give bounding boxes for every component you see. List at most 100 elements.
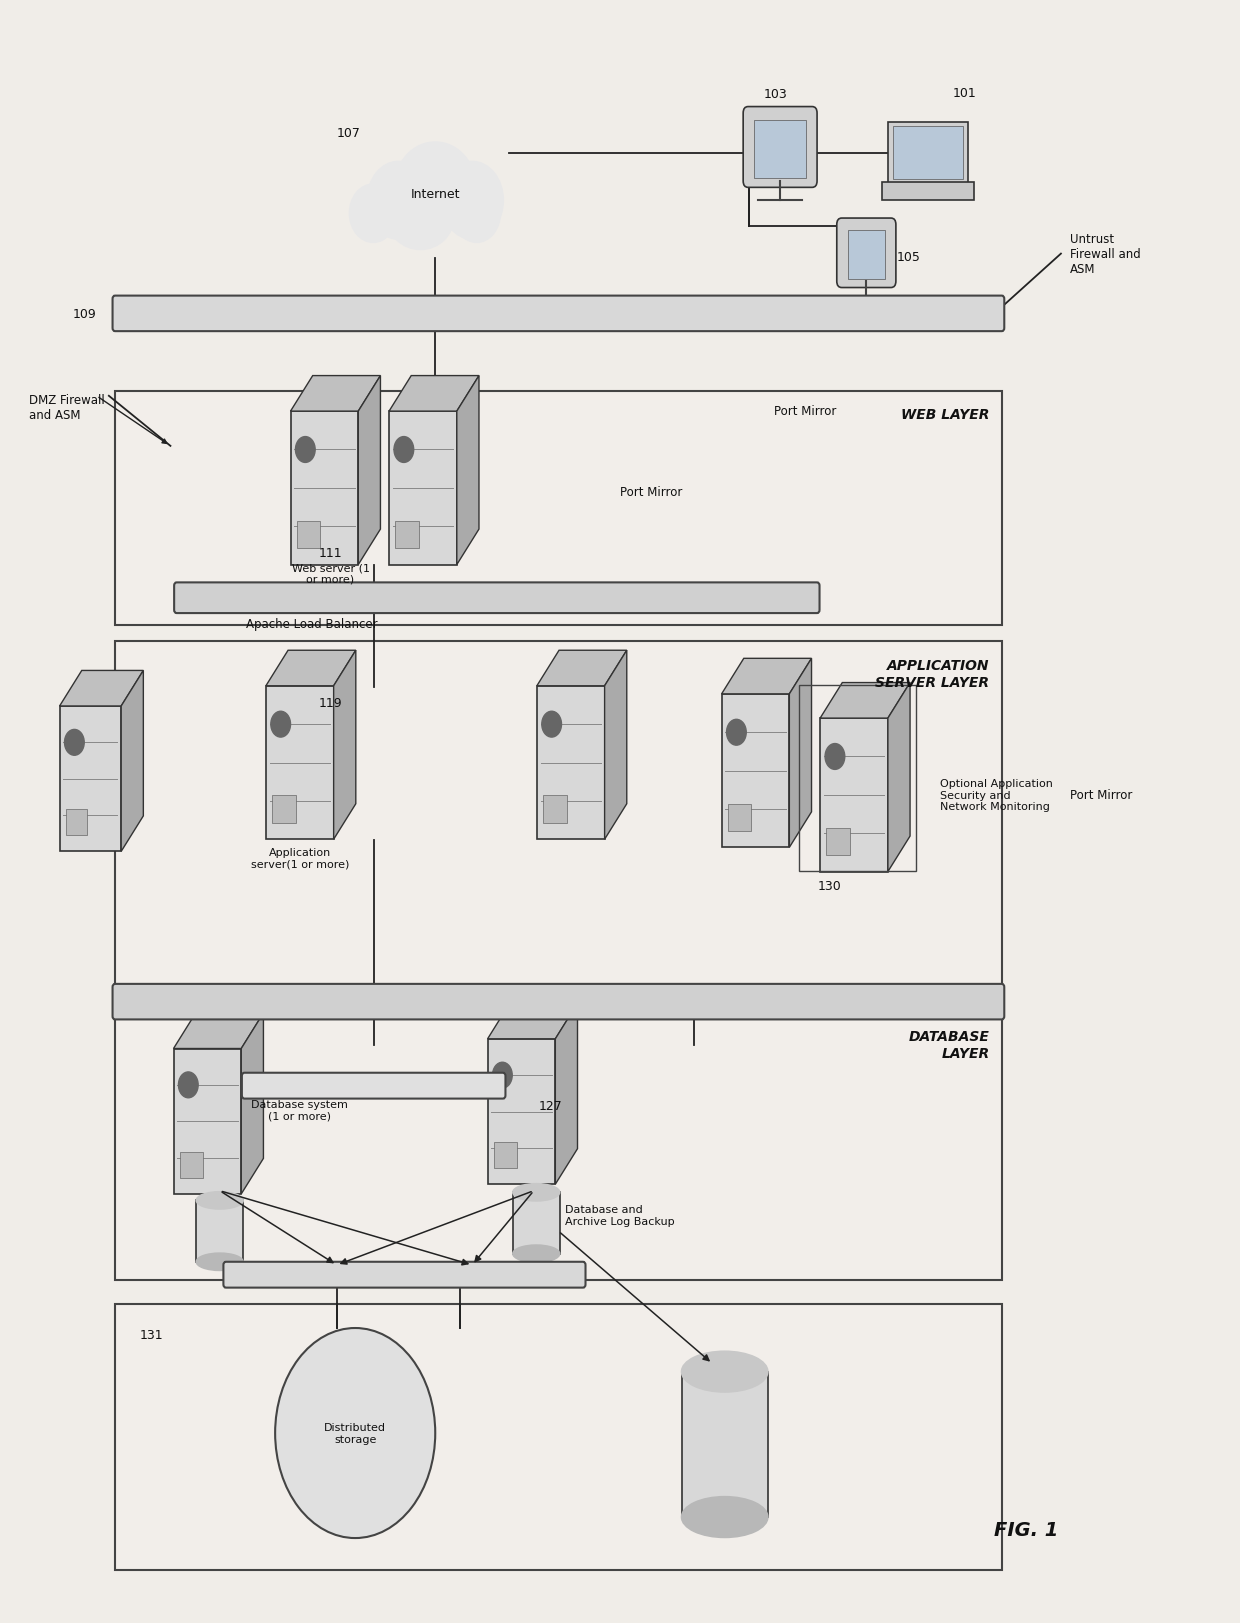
Text: Internet: Internet	[410, 188, 460, 201]
Polygon shape	[358, 377, 381, 565]
FancyBboxPatch shape	[743, 107, 817, 188]
Text: Web server (1
or more): Web server (1 or more)	[291, 563, 370, 584]
FancyBboxPatch shape	[290, 412, 358, 565]
FancyBboxPatch shape	[115, 643, 1002, 997]
Circle shape	[394, 437, 414, 463]
FancyBboxPatch shape	[296, 521, 320, 549]
FancyBboxPatch shape	[728, 803, 751, 831]
Text: Port Mirror: Port Mirror	[1070, 789, 1132, 802]
FancyBboxPatch shape	[272, 795, 296, 823]
FancyBboxPatch shape	[113, 984, 1004, 1019]
FancyBboxPatch shape	[513, 1193, 559, 1255]
Polygon shape	[122, 670, 144, 852]
FancyBboxPatch shape	[60, 706, 122, 852]
FancyBboxPatch shape	[722, 695, 790, 847]
FancyBboxPatch shape	[180, 1152, 203, 1178]
FancyBboxPatch shape	[837, 219, 895, 289]
Text: Application
server(1 or more): Application server(1 or more)	[250, 847, 348, 868]
Ellipse shape	[513, 1245, 559, 1263]
FancyBboxPatch shape	[754, 120, 806, 179]
Polygon shape	[722, 659, 811, 695]
Text: Port Mirror: Port Mirror	[774, 404, 836, 417]
FancyBboxPatch shape	[487, 1039, 556, 1185]
FancyBboxPatch shape	[396, 521, 419, 549]
Text: DATABASE
LAYER: DATABASE LAYER	[909, 1029, 990, 1061]
Polygon shape	[605, 651, 626, 839]
FancyBboxPatch shape	[196, 1201, 243, 1263]
Circle shape	[295, 437, 315, 463]
Circle shape	[275, 1328, 435, 1539]
FancyBboxPatch shape	[242, 1073, 506, 1099]
Text: Untrust
Firewall and
ASM: Untrust Firewall and ASM	[1070, 234, 1141, 276]
Ellipse shape	[513, 1183, 559, 1201]
Text: 111: 111	[319, 547, 342, 560]
FancyBboxPatch shape	[174, 583, 820, 613]
Ellipse shape	[350, 185, 397, 243]
Polygon shape	[456, 377, 479, 565]
FancyBboxPatch shape	[115, 1303, 1002, 1571]
Polygon shape	[487, 1003, 578, 1039]
Text: 130: 130	[817, 880, 841, 893]
Circle shape	[542, 712, 562, 737]
Polygon shape	[389, 377, 479, 412]
Polygon shape	[888, 683, 910, 872]
Ellipse shape	[196, 1191, 243, 1209]
Polygon shape	[334, 651, 356, 839]
Ellipse shape	[367, 162, 429, 240]
Ellipse shape	[453, 185, 500, 243]
FancyBboxPatch shape	[820, 719, 888, 872]
FancyBboxPatch shape	[265, 687, 334, 839]
FancyBboxPatch shape	[113, 297, 1004, 333]
Text: 103: 103	[764, 88, 787, 101]
Ellipse shape	[682, 1352, 768, 1393]
Polygon shape	[537, 651, 626, 687]
Ellipse shape	[196, 1253, 243, 1271]
FancyBboxPatch shape	[826, 828, 849, 855]
FancyBboxPatch shape	[494, 1143, 517, 1169]
FancyBboxPatch shape	[543, 795, 567, 823]
Text: DMZ Firewall
and ASM: DMZ Firewall and ASM	[29, 394, 104, 422]
Text: Port Mirror: Port Mirror	[620, 485, 682, 498]
Text: 109: 109	[73, 308, 97, 321]
Ellipse shape	[387, 185, 454, 250]
FancyBboxPatch shape	[882, 183, 975, 201]
FancyBboxPatch shape	[389, 412, 456, 565]
Ellipse shape	[394, 143, 476, 234]
Text: Database and
Archive Log Backup: Database and Archive Log Backup	[564, 1204, 675, 1225]
FancyBboxPatch shape	[115, 391, 1002, 626]
Text: 107: 107	[337, 127, 361, 140]
Polygon shape	[265, 651, 356, 687]
Polygon shape	[174, 1013, 263, 1048]
Text: Apache Load Balancer: Apache Load Balancer	[247, 618, 378, 631]
FancyBboxPatch shape	[888, 123, 968, 185]
FancyBboxPatch shape	[893, 127, 963, 180]
Polygon shape	[820, 683, 910, 719]
Polygon shape	[790, 659, 811, 847]
Circle shape	[270, 712, 290, 737]
Text: 127: 127	[538, 1099, 563, 1112]
Text: 101: 101	[952, 86, 976, 99]
FancyBboxPatch shape	[848, 230, 885, 279]
Circle shape	[64, 730, 84, 756]
Polygon shape	[290, 377, 381, 412]
Circle shape	[179, 1073, 198, 1099]
Text: Distributed
storage: Distributed storage	[324, 1422, 386, 1444]
Text: WEB LAYER: WEB LAYER	[901, 407, 990, 422]
Text: FIG. 1: FIG. 1	[994, 1521, 1059, 1540]
Text: Optional Application
Security and
Network Monitoring: Optional Application Security and Networ…	[940, 779, 1053, 812]
Text: 119: 119	[319, 696, 342, 709]
FancyBboxPatch shape	[174, 1048, 242, 1195]
Polygon shape	[556, 1003, 578, 1185]
Circle shape	[727, 721, 746, 745]
Circle shape	[492, 1063, 512, 1089]
FancyBboxPatch shape	[115, 1013, 1002, 1281]
FancyBboxPatch shape	[66, 810, 87, 836]
Text: 105: 105	[897, 252, 921, 265]
Circle shape	[825, 743, 844, 769]
Polygon shape	[60, 670, 144, 706]
Polygon shape	[242, 1013, 263, 1195]
Text: APPLICATION
SERVER LAYER: APPLICATION SERVER LAYER	[875, 657, 990, 690]
FancyBboxPatch shape	[223, 1263, 585, 1287]
FancyBboxPatch shape	[537, 687, 605, 839]
Ellipse shape	[682, 1496, 768, 1537]
